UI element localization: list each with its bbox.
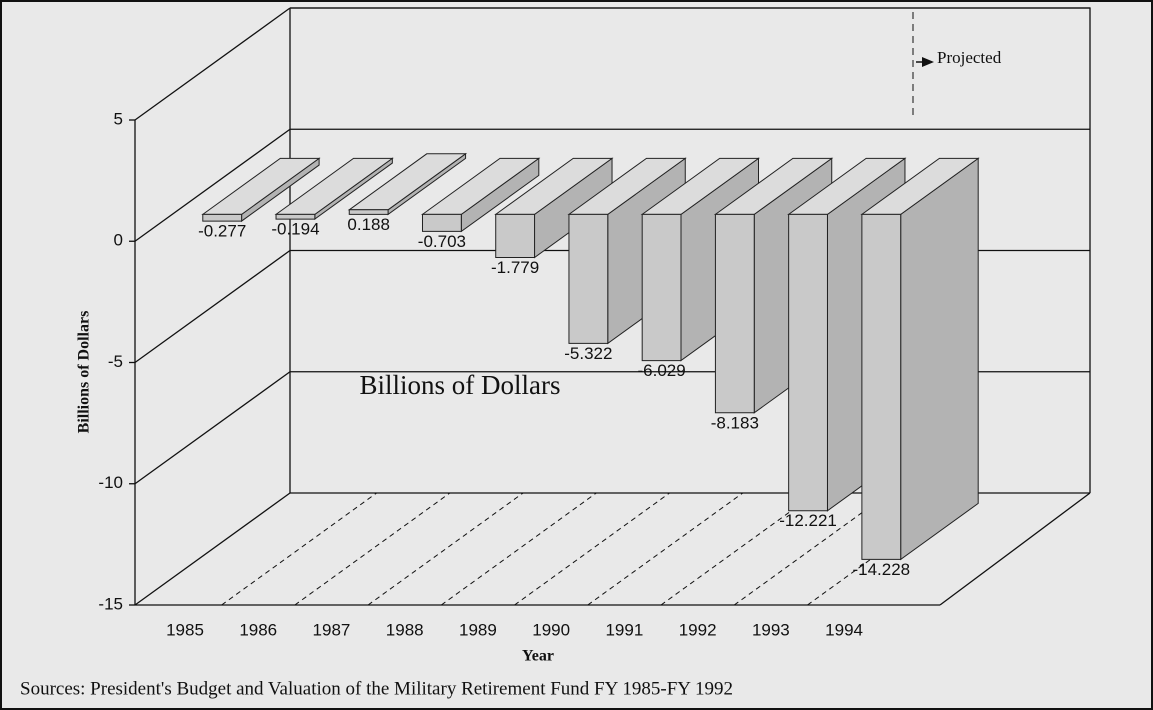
y-tick-label: -5 <box>108 352 123 371</box>
x-tick-label: 1986 <box>239 620 277 639</box>
bar-front <box>641 213 682 362</box>
y-tick-label: 0 <box>114 231 123 250</box>
side-grid-line <box>134 128 291 242</box>
x-tick-label: 1987 <box>313 620 351 639</box>
value-label: 0.188 <box>347 215 390 234</box>
value-label: -8.183 <box>711 413 759 432</box>
source-note: Sources: President's Budget and Valuatio… <box>20 678 733 699</box>
y-tick-label: -10 <box>98 473 123 492</box>
bar-front <box>861 213 902 560</box>
bar-side <box>900 157 979 561</box>
side-grid-line <box>134 249 291 364</box>
floor-divider <box>807 492 963 606</box>
value-label: -0.194 <box>271 220 319 239</box>
bar-front <box>714 213 755 414</box>
bar <box>420 157 541 233</box>
projected-label: Projected <box>937 48 1002 67</box>
y-tick-label: -15 <box>98 594 123 613</box>
floor-divider <box>733 492 890 606</box>
x-tick-label: 1991 <box>605 620 643 639</box>
bar-front <box>495 213 536 259</box>
x-tick-label: 1993 <box>752 620 790 639</box>
bar <box>274 157 394 221</box>
floor-divider <box>587 492 744 606</box>
y-axis-label: Billions of Dollars <box>76 311 93 434</box>
x-tick-label: 1989 <box>459 620 497 639</box>
value-label: -0.703 <box>418 232 466 251</box>
bar-front <box>348 209 389 215</box>
side-grid-line <box>134 371 291 485</box>
bar-front <box>275 213 316 220</box>
bar <box>201 157 321 223</box>
floor-right <box>939 492 1091 606</box>
bar <box>860 157 980 561</box>
bar <box>494 157 614 259</box>
floor-divider <box>441 492 597 606</box>
bar-front <box>568 213 609 344</box>
value-label: -12.221 <box>779 511 837 530</box>
x-tick-label: 1994 <box>825 620 863 639</box>
side-grid-line <box>134 7 291 121</box>
y-tick-label: 5 <box>114 109 123 128</box>
bar <box>347 152 468 216</box>
value-label: -14.228 <box>852 560 910 579</box>
projected-arrowhead <box>922 57 934 67</box>
x-tick-label: 1988 <box>386 620 424 639</box>
bar-front <box>421 213 462 232</box>
x-axis-label: Year <box>522 648 554 665</box>
floor-divider <box>294 492 451 606</box>
floor-divider <box>660 492 817 606</box>
bar-front <box>202 213 243 222</box>
side-grid-line <box>134 492 291 606</box>
x-tick-label: 1990 <box>532 620 570 639</box>
value-label: -6.029 <box>637 361 685 380</box>
center-annotation: Billions of Dollars <box>360 370 561 400</box>
bar-front <box>788 213 828 512</box>
value-label: -1.779 <box>491 258 539 277</box>
x-tick-label: 1992 <box>679 620 717 639</box>
floor-divider <box>367 492 524 606</box>
x-tick-label: 1985 <box>166 620 204 639</box>
value-label: -0.277 <box>198 222 246 241</box>
floor-divider <box>514 492 670 606</box>
floor-divider <box>221 492 377 606</box>
value-label: -5.322 <box>564 344 612 363</box>
